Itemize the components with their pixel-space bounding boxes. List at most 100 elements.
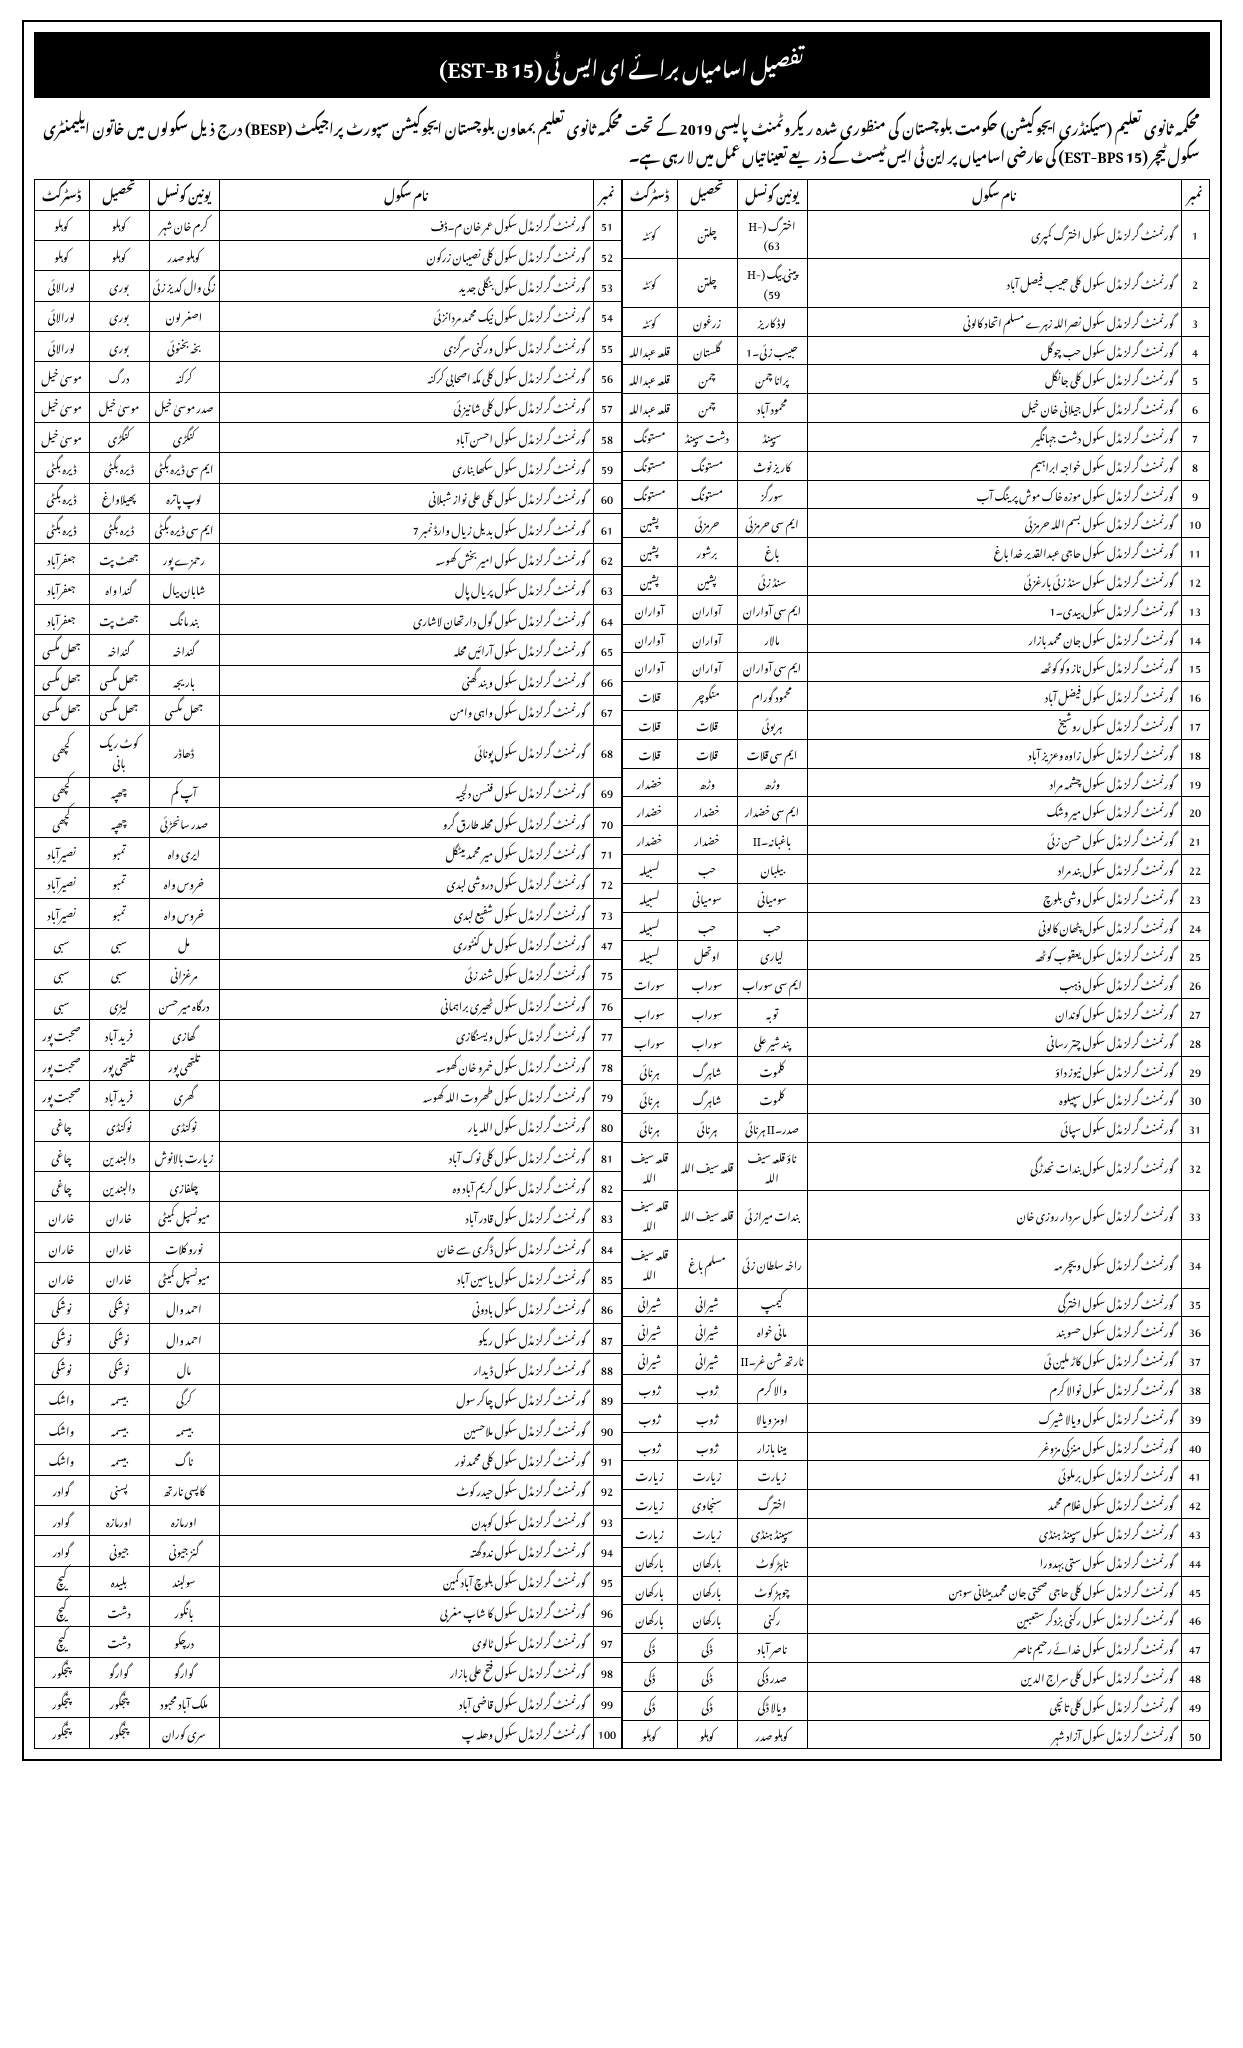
tehsil-cell: پسنی (89, 1475, 149, 1505)
col-tehsil: تحصیل (677, 180, 737, 211)
table-row: 85گورنمنٹ گرلز مڈل سکول یاسین آبادمیونسپ… (34, 1263, 621, 1293)
district-cell: زیارت (622, 1490, 677, 1519)
district-cell: چاغی (34, 1141, 89, 1171)
table-row: 47گورنمنٹ گرلز مڈل سکول خدائے رحیم ناصرن… (622, 1634, 1209, 1663)
num-cell: 87 (593, 1323, 621, 1353)
district-cell: سبی (34, 990, 89, 1020)
table-row: 80گورنمنٹ گرلز مڈل سکول اللہ یارنوکنڈینو… (34, 1111, 621, 1141)
school-cell: گورنمنٹ گرلز مڈل سکول غلام محمد (807, 1490, 1181, 1519)
table-row: 12گورنمنٹ گرلز مڈل سکول سنڈ زئی بارغزئیس… (622, 566, 1209, 595)
num-cell: 20 (1181, 797, 1209, 826)
uc-cell: گوارگو (149, 1657, 219, 1687)
table-row: 24گورنمنٹ گرلز مڈل سکول پٹھان کالونیحبحب… (622, 912, 1209, 941)
table-row: 66گورنمنٹ گرلز مڈل سکول وبند گھنیباریجہج… (34, 665, 621, 695)
school-cell: گورنمنٹ گرلز مڈل سکول اخترگ کمپری (807, 210, 1181, 259)
school-cell: گورنمنٹ گرلز مڈل سکول کلی حبیب فیصل آباد (807, 259, 1181, 308)
num-cell: 59 (593, 453, 621, 483)
table-row: 64گورنمنٹ گرلز مڈل سکول گول دارتھان لاشا… (34, 605, 621, 635)
table-row: 9گورنمنٹ گرلز مڈل سکول موزہ خاک موش پرین… (622, 480, 1209, 509)
num-cell: 56 (593, 362, 621, 392)
school-cell: گورنمنٹ گرلز مڈل سکول پریال پال (219, 574, 593, 604)
school-cell: گورنمنٹ گرلز مڈل سکول بندات نحدڑگی (807, 1142, 1181, 1191)
num-cell: 94 (593, 1536, 621, 1566)
district-cell: بارکھان (622, 1547, 677, 1576)
uc-cell: صدر۔II ہرنائی (737, 1114, 807, 1143)
school-cell: گورنمنٹ گرلز مڈل سکول احسن آباد (219, 423, 593, 453)
tehsil-cell: چمن (677, 365, 737, 394)
uc-cell: میونسپل کمیٹی (149, 1263, 219, 1293)
district-cell: کچھی (34, 808, 89, 838)
district-cell: سوراب (622, 998, 677, 1027)
tehsil-cell: چلتن (677, 210, 737, 259)
district-cell: ڈیرہ بگٹی (34, 483, 89, 513)
uc-cell: رحمزے پور (149, 544, 219, 574)
num-cell: 92 (593, 1475, 621, 1505)
table-row: 82گورنمنٹ گرلز مڈل سکول کریم آباد وہچلفا… (34, 1172, 621, 1202)
uc-cell: سومیانی (737, 883, 807, 912)
school-cell: گورنمنٹ گرلز مڈل سکول کلی تانچی (807, 1691, 1181, 1720)
school-cell: گورنمنٹ گرلز مڈل سکول کلی مکہ اصحابی کرک… (219, 362, 593, 392)
tehsil-cell: زرغون (677, 307, 737, 336)
col-num: نمبر (593, 180, 621, 211)
num-cell: 58 (593, 423, 621, 453)
district-cell: گوادر (34, 1475, 89, 1505)
school-cell: گورنمنٹ گرلز مڈل سکول کوہدن (219, 1505, 593, 1535)
school-cell: گورنمنٹ گرلز مڈل سکول منزکی مزوغر (807, 1432, 1181, 1461)
uc-cell: اصغر لون (149, 301, 219, 331)
num-cell: 70 (593, 808, 621, 838)
school-cell: گورنمنٹ گرلز مڈل سکول بند مراد (807, 854, 1181, 883)
tehsil-cell: جھل مگسی (89, 696, 149, 726)
num-cell: 28 (1181, 1027, 1209, 1056)
table-row: 98گورنمنٹ گرلز مڈل سکول فتح علی بازارگوا… (34, 1657, 621, 1687)
district-cell: کوئٹہ (622, 307, 677, 336)
school-cell: گورنمنٹ گرلز مڈل سکول جان محمد بازار (807, 624, 1181, 653)
school-cell: گورنمنٹ گرلز مڈل سکول محلہ طارق گرو (219, 808, 593, 838)
num-cell: 50 (1181, 1720, 1209, 1749)
school-cell: گورنمنٹ گرلز مڈل سکول یعقوب کوٹھہ (807, 941, 1181, 970)
district-cell: لسبیلہ (622, 912, 677, 941)
tehsil-cell: کوٹ ریک بانی (89, 726, 149, 777)
table-row: 34گورنمنٹ گرلز مڈل سکول ویچر مہراخہ سلطا… (622, 1240, 1209, 1289)
district-cell: واشک (34, 1414, 89, 1444)
district-cell: قلعہ عبداللہ (622, 336, 677, 365)
school-cell: گورنمنٹ گرلز مڈل سکول بنگلی جدید (219, 271, 593, 301)
num-cell: 6 (1181, 394, 1209, 423)
tehsil-cell: پنجگور (89, 1687, 149, 1717)
tehsil-cell: سوراب (677, 998, 737, 1027)
table-row: 32گورنمنٹ گرلز مڈل سکول بندات نحدڑگیناؤ … (622, 1142, 1209, 1191)
uc-cell: ایم سی ڈیرہ بگٹی (149, 514, 219, 544)
table-row: 83گورنمنٹ گرلز مڈل سکول قادر آبادمیونسپل… (34, 1202, 621, 1232)
header-row: نمبر نام سکول یونین کونسل تحصیل ڈسٹرکٹ (622, 180, 1209, 211)
district-cell: کیچ (34, 1627, 89, 1657)
tehsil-cell: لیڑی (89, 990, 149, 1020)
tehsil-cell: چمن (677, 394, 737, 423)
school-cell: گورنمنٹ گرلز مڈل سکول کلی علی نواز شبلان… (219, 483, 593, 513)
school-cell: گورنمنٹ گرلز مڈل سکول عمر خان م۔ڈف (219, 210, 593, 240)
school-cell: گورنمنٹ گرلز مڈل سکول روشیخ (807, 710, 1181, 739)
tehsil-cell: تمبو (89, 868, 149, 898)
tehsil-cell: برشور (677, 538, 737, 567)
district-cell: جھل مگسی (34, 696, 89, 726)
header-row: نمبر نام سکول یونین کونسل تحصیل ڈسٹرکٹ (34, 180, 621, 211)
tehsil-cell: گوارگو (89, 1657, 149, 1687)
uc-cell: پند شیر علی (737, 1027, 807, 1056)
table-row: 67گورنمنٹ گرلز مڈل سکول واہی وامنجھل مگس… (34, 696, 621, 726)
table-row: 49گورنمنٹ گرلز مڈل سکول کلی تانچیویالا ڈ… (622, 1691, 1209, 1720)
district-cell: کوہلو (622, 1720, 677, 1749)
table-row: 69گورنمنٹ گرلز مڈل سکول فنسن دلجیہآپ کمچ… (34, 777, 621, 807)
uc-cell: زیارت (737, 1461, 807, 1490)
num-cell: 29 (1181, 1056, 1209, 1085)
num-cell: 25 (1181, 941, 1209, 970)
tehsil-cell: کنگڑی (89, 423, 149, 453)
tehsil-cell: ڈکی (677, 1634, 737, 1663)
num-cell: 75 (593, 959, 621, 989)
school-cell: گورنمنٹ گرلز مڈل سکول نوالا کرم (807, 1375, 1181, 1404)
school-cell: گورنمنٹ گرلز مڈل سکول حیدر کوٹ (219, 1475, 593, 1505)
num-cell: 9 (1181, 480, 1209, 509)
num-cell: 36 (1181, 1317, 1209, 1346)
tehsil-cell: نوکنڈی (89, 1111, 149, 1141)
num-cell: 97 (593, 1627, 621, 1657)
school-cell: گورنمنٹ گرلز مڈل سکول میر وشک (807, 797, 1181, 826)
tehsil-cell: بوری (89, 271, 149, 301)
tehsil-cell: ڈیرہ بگٹی (89, 514, 149, 544)
